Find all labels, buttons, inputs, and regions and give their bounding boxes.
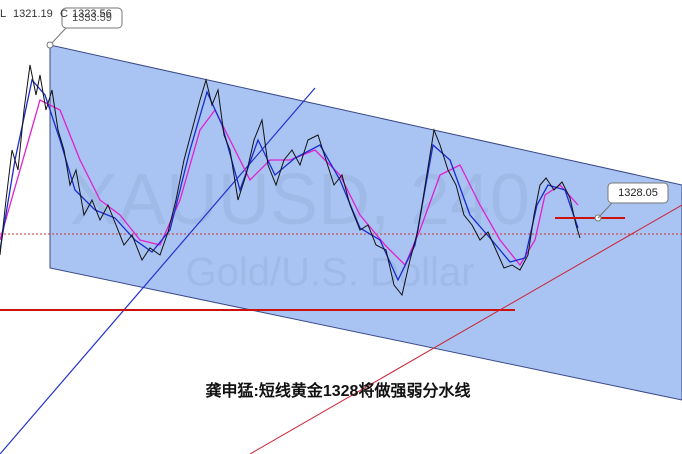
close-label: C xyxy=(60,8,68,20)
price-line xyxy=(0,64,581,297)
callout-text: 1333.59 xyxy=(72,12,112,24)
low-value: 1321.19 xyxy=(13,8,53,20)
watermark-symbol: XAUUSD, 240 xyxy=(70,160,530,240)
caption: 龚申猛:短线黄金1328将做强弱分水线 xyxy=(206,381,471,400)
callout-pointer xyxy=(597,202,613,219)
moving-average-slow xyxy=(0,99,579,267)
callout-box xyxy=(61,7,123,29)
rising-line xyxy=(249,204,682,454)
callout-text: 1328.05 xyxy=(618,187,658,199)
close-value: 1323.56 xyxy=(72,8,112,20)
low-label: L xyxy=(0,8,6,20)
watermark-name: Gold/U.S. Dollar xyxy=(186,251,475,295)
callout-anchor xyxy=(46,41,54,49)
callout-pointer xyxy=(49,27,67,46)
callout-box xyxy=(607,182,669,204)
moving-average-fast xyxy=(0,78,579,282)
